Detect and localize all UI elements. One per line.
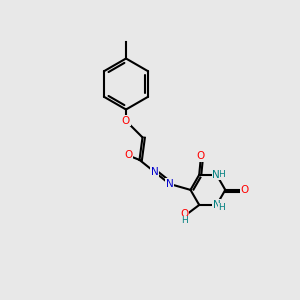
Text: H: H xyxy=(218,203,225,212)
Text: N: N xyxy=(213,200,220,210)
Text: O: O xyxy=(180,209,188,219)
Text: N: N xyxy=(212,170,220,180)
Text: O: O xyxy=(240,185,248,195)
Text: O: O xyxy=(122,116,130,126)
Text: O: O xyxy=(124,150,132,161)
Text: O: O xyxy=(196,151,205,161)
Text: H: H xyxy=(218,170,224,179)
Text: H: H xyxy=(181,216,188,225)
Text: N: N xyxy=(166,179,173,189)
Text: N: N xyxy=(151,167,158,177)
